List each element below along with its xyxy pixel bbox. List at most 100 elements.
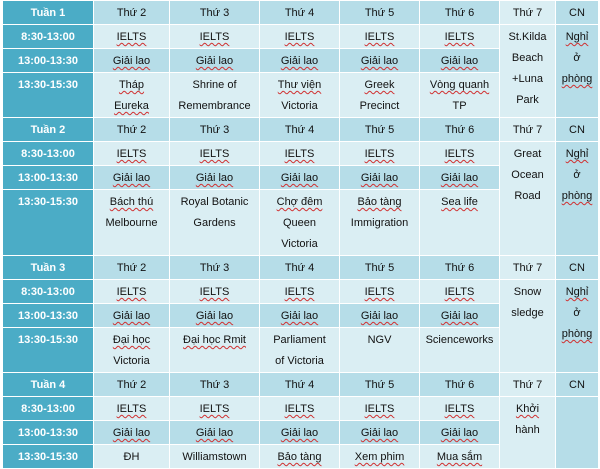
activity-text: Giải lao — [440, 172, 479, 184]
time-slot-row: 13:30-15:30 Đại học Victoria Đại học Rmit Pa… — [2, 327, 599, 373]
activity-cell: Thư viện Victoria — [259, 72, 340, 118]
saturday-activity: Khởi hành — [499, 396, 556, 469]
activity-text: Parliament — [273, 334, 326, 346]
day-header: Thứ 5 — [339, 117, 420, 142]
day-label: Thứ 4 — [284, 262, 315, 274]
activity-text: IELTS — [284, 403, 315, 415]
sunday-activity: Nghỉ ở phòng — [555, 141, 599, 256]
activity-cell: IELTS — [339, 24, 420, 49]
saturday-text: sledge — [511, 307, 544, 319]
activity-text: IELTS — [444, 403, 475, 415]
activity-text: Immigration — [350, 217, 409, 229]
saturday-text: St.Kilda — [508, 31, 547, 43]
day-header: Thứ 6 — [419, 117, 500, 142]
activity-cell: ĐH — [93, 444, 170, 469]
activity-text: Williamstown — [182, 451, 247, 463]
day-header: Thứ 4 — [259, 0, 340, 25]
activity-text: Remembrance — [178, 100, 251, 112]
activity-cell: Williamstown — [169, 444, 260, 469]
activity-cell: IELTS — [259, 141, 340, 166]
activity-text: Sea life — [441, 196, 478, 208]
activity-text: Giải lao — [195, 172, 234, 184]
day-header: Thứ 2 — [93, 117, 170, 142]
activity-cell: Đại học Rmit — [169, 327, 260, 373]
activity-cell: Đại học Victoria — [93, 327, 170, 373]
activity-text: Melbourne — [105, 217, 158, 229]
activity-cell: IELTS — [93, 396, 170, 421]
time-slot-row: 8:30-13:00 IELTS IELTS IELTS IELTS IELTS Snow s… — [2, 279, 599, 373]
activity-cell: Giải lao — [419, 165, 500, 190]
activity-text: IELTS — [444, 148, 475, 160]
activity-cell: IELTS — [419, 279, 500, 304]
day-header: CN — [555, 0, 599, 25]
activity-cell: IELTS — [419, 141, 500, 166]
activity-text: IELTS — [116, 286, 147, 298]
day-label: Thứ 6 — [444, 262, 475, 274]
week-header-row: Tuần 1 Thứ 2 Thứ 3 Thứ 4 Thứ 5 Thứ 6 Thứ 7 CN — [2, 0, 599, 25]
day-header: Thứ 4 — [259, 372, 340, 397]
activity-text: Đại học Rmit — [183, 334, 246, 346]
activity-text: Giải lao — [280, 55, 319, 67]
day-label: Thứ 5 — [364, 7, 395, 19]
day-label: Thứ 3 — [199, 262, 230, 274]
activity-cell: Giải lao — [169, 420, 260, 445]
day-header: Thứ 7 — [499, 372, 556, 397]
activity-text: Giải lao — [360, 310, 399, 322]
sunday-activity: Nghỉ ở phòng — [555, 24, 599, 118]
day-header: Thứ 5 — [339, 372, 420, 397]
activity-cell: IELTS — [259, 396, 340, 421]
activity-text: of Victoria — [275, 355, 324, 367]
day-label: Thứ 3 — [199, 379, 230, 391]
activity-cell: Parliament of Victoria — [259, 327, 340, 373]
activity-cell: Giải lao — [419, 303, 500, 328]
time-slot: 8:30-13:00 — [2, 279, 94, 304]
activity-cell: Sea life — [419, 189, 500, 256]
activity-text: Shrine of — [192, 79, 237, 91]
saturday-text: +Luna — [512, 73, 543, 85]
day-label: CN — [569, 379, 585, 391]
activity-text: Giải lao — [112, 310, 151, 322]
day-label: Thứ 3 — [199, 124, 230, 136]
activity-text: ĐH — [123, 451, 140, 463]
sunday-text: Nghỉ — [565, 148, 589, 160]
activity-text: IELTS — [364, 148, 395, 160]
time-slot-row: 8:30-13:00 IELTS IELTS IELTS IELTS IELTS Great… — [2, 141, 599, 256]
day-label: Thứ 5 — [364, 124, 395, 136]
day-label: Thứ 2 — [116, 379, 147, 391]
activity-cell: Bảo tàng Immigration — [339, 189, 420, 256]
day-header: Thứ 3 — [169, 255, 260, 280]
activity-text: Giải lao — [280, 310, 319, 322]
day-header: Thứ 5 — [339, 0, 420, 25]
activity-cell: IELTS — [169, 141, 260, 166]
activity-text: Mua sắm — [436, 451, 483, 463]
saturday-activity: Great Ocean Road — [499, 141, 556, 256]
saturday-activity: Snow sledge — [499, 279, 556, 373]
activity-cell: Giải lao — [259, 48, 340, 73]
activity-text: Giải lao — [440, 427, 479, 439]
time-slot: 13:30-15:30 — [2, 189, 94, 256]
activity-cell: IELTS — [419, 24, 500, 49]
sunday-text: ở — [573, 52, 581, 64]
time-slot: 8:30-13:00 — [2, 141, 94, 166]
day-label: CN — [569, 262, 585, 274]
saturday-text: Snow — [513, 286, 542, 298]
activity-text: Queen — [282, 217, 317, 229]
activity-cell: Giải lao — [93, 303, 170, 328]
saturday-activity: St.Kilda Beach +Luna Park — [499, 24, 556, 118]
activity-cell: IELTS — [339, 279, 420, 304]
activity-text: IELTS — [364, 403, 395, 415]
activity-text: Bảo tàng — [277, 451, 322, 463]
day-label: Thứ 2 — [116, 262, 147, 274]
activity-cell: IELTS — [93, 24, 170, 49]
time-slot-row: 13:00-13:30 Giải lao Giải lao Giải lao Giải … — [2, 420, 599, 445]
activity-text: Đại học — [112, 334, 151, 346]
sunday-activity — [555, 396, 599, 469]
activity-text: Giải lao — [280, 427, 319, 439]
activity-text: Giải lao — [440, 310, 479, 322]
day-header: CN — [555, 117, 599, 142]
saturday-text: Great — [513, 148, 542, 160]
day-header: Thứ 3 — [169, 0, 260, 25]
day-header: Thứ 6 — [419, 372, 500, 397]
week-label: Tuần 3 — [2, 255, 94, 280]
